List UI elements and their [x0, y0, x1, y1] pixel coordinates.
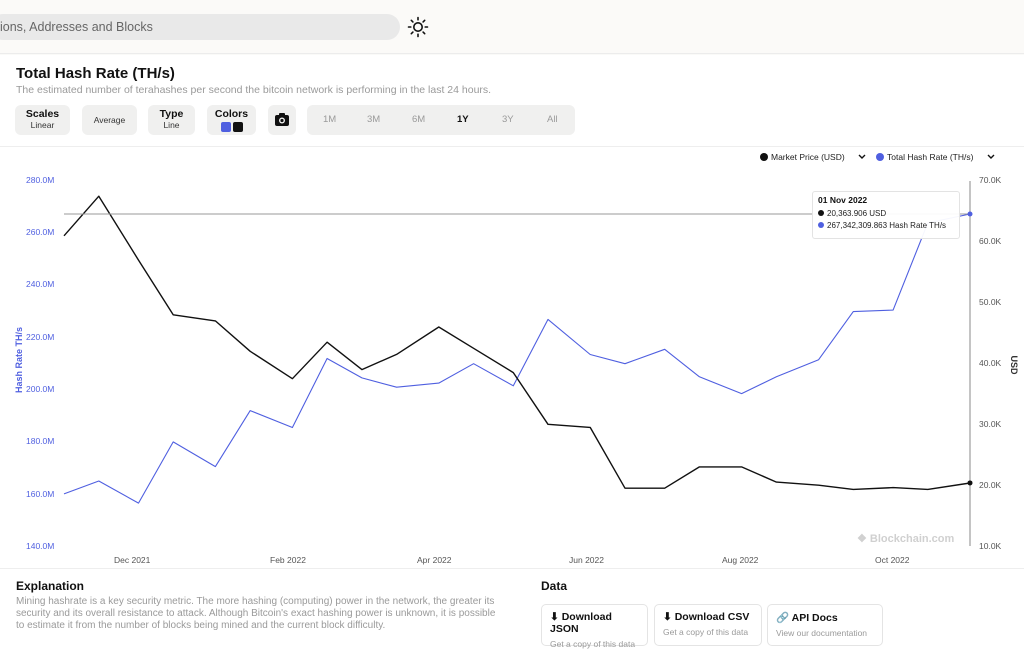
scales-button[interactable]: Scales Linear: [15, 105, 70, 135]
search-input[interactable]: [0, 14, 400, 40]
scales-label: Scales: [25, 108, 60, 120]
y-tick-left: 260.0M: [26, 227, 55, 237]
x-tick: Oct 2022: [875, 555, 910, 565]
x-tick: Feb 2022: [270, 555, 306, 565]
scales-value: Linear: [30, 120, 55, 130]
camera-icon: [275, 113, 289, 126]
colors-label: Colors: [214, 108, 249, 120]
section-divider: [0, 568, 1024, 569]
tooltip-hashrate-dot: [818, 222, 824, 228]
hashrate-series-line: [63, 213, 971, 504]
y-tick-right: 30.0K: [979, 419, 1002, 429]
y-tick-left: 220.0M: [26, 332, 55, 342]
y-tick-right: 40.0K: [979, 358, 1002, 368]
divider: [0, 146, 1024, 147]
page-title: Total Hash Rate (TH/s): [16, 65, 175, 82]
download-csv-sub: Get a copy of this data: [663, 627, 749, 637]
api-docs-button[interactable]: 🔗 API Docs View our documentation: [767, 604, 883, 646]
tooltip-date: 01 Nov 2022: [818, 195, 868, 205]
average-button[interactable]: Average: [82, 105, 137, 135]
api-docs-sub: View our documentation: [776, 628, 868, 638]
y-tick-right: 50.0K: [979, 297, 1002, 307]
x-tick: Apr 2022: [417, 555, 452, 565]
color-swatch-price[interactable]: [232, 122, 243, 132]
x-tick: Jun 2022: [569, 555, 604, 565]
download-icon: ⬇: [663, 611, 675, 623]
download-csv-label: Download CSV: [674, 611, 750, 623]
range-1m[interactable]: 1M: [323, 114, 337, 125]
legend-hashrate-dot: [876, 153, 884, 161]
chart-card: Total Hash Rate (TH/s) The estimated num…: [0, 55, 1024, 653]
tooltip-hashrate: 267,342,309.863 Hash Rate TH/s: [827, 221, 947, 230]
y-tick-left: 180.0M: [26, 436, 55, 446]
api-docs-label: API Docs: [791, 612, 838, 624]
price-marker: [967, 480, 973, 486]
y-tick-right: 70.0K: [979, 175, 1002, 185]
legend-price-label: Market Price (USD): [771, 152, 845, 162]
color-swatch-hashrate[interactable]: [220, 122, 231, 132]
explanation-title: Explanation: [16, 579, 85, 593]
top-bar: [0, 0, 1024, 54]
y-tick-left: 200.0M: [26, 384, 55, 394]
data-title: Data: [541, 579, 568, 593]
screenshot-button[interactable]: [268, 105, 296, 135]
download-json-label: Download JSON: [550, 611, 612, 635]
range-3y[interactable]: 3Y: [502, 114, 514, 125]
hashrate-marker: [967, 211, 973, 217]
x-tick: Aug 2022: [722, 555, 759, 565]
average-label: Average: [93, 115, 126, 125]
range-3m[interactable]: 3M: [367, 114, 381, 125]
download-json-button[interactable]: ⬇ Download JSON Get a copy of this data: [541, 604, 648, 649]
legend-hashrate[interactable]: Total Hash Rate (TH/s): [876, 152, 973, 162]
chevron-down-icon[interactable]: [857, 152, 867, 162]
tooltip-price: 20,363.906 USD: [827, 209, 887, 218]
link-icon: 🔗: [776, 612, 792, 624]
y-tick-left: 280.0M: [26, 175, 55, 185]
type-button[interactable]: Type Line: [148, 105, 195, 135]
y-tick-right: 60.0K: [979, 236, 1002, 246]
type-label: Type: [159, 108, 184, 120]
explanation-text: Mining hashrate is a key security metric…: [16, 596, 496, 631]
download-icon: ⬇: [550, 611, 562, 623]
y-tick-left: 240.0M: [26, 279, 55, 289]
legend-hashrate-label: Total Hash Rate (TH/s): [887, 152, 974, 162]
page-subtitle: The estimated number of terahashes per s…: [16, 84, 492, 96]
theme-toggle-sun-icon[interactable]: [407, 16, 429, 38]
download-csv-button[interactable]: ⬇ Download CSV Get a copy of this data: [654, 604, 762, 646]
legend-price-dot: [760, 153, 768, 161]
blockchain-logo-icon: ❖: [857, 533, 870, 545]
time-range-selector: 1M 3M 6M 1Y 3Y All: [307, 105, 575, 135]
y-tick-right: 10.0K: [979, 541, 1002, 551]
range-6m[interactable]: 6M: [412, 114, 426, 125]
price-series-line: [63, 195, 971, 491]
legend-price[interactable]: Market Price (USD): [760, 152, 845, 162]
chevron-down-icon[interactable]: [986, 152, 996, 162]
x-tick: Dec 2021: [114, 555, 151, 565]
type-value: Line: [163, 120, 180, 130]
y-tick-left: 160.0M: [26, 489, 55, 499]
chart-tooltip: 01 Nov 2022 20,363.906 USD 267,342,309.8…: [812, 191, 960, 239]
colors-button[interactable]: Colors: [207, 105, 256, 135]
y-tick-left: 140.0M: [26, 541, 55, 551]
watermark-text: Blockchain.com: [869, 533, 955, 545]
range-all[interactable]: All: [547, 114, 558, 125]
range-1y[interactable]: 1Y: [457, 114, 469, 125]
tooltip-hashrate-row: 267,342,309.863 Hash Rate TH/s: [818, 220, 954, 232]
chart-plot[interactable]: [0, 55, 1024, 575]
blockchain-watermark: ❖ Blockchain.com: [857, 532, 954, 545]
tooltip-price-dot: [818, 210, 824, 216]
y-tick-right: 20.0K: [979, 480, 1002, 490]
search-bar[interactable]: [0, 14, 400, 40]
download-json-sub: Get a copy of this data: [550, 639, 636, 649]
tooltip-price-row: 20,363.906 USD: [818, 208, 954, 220]
